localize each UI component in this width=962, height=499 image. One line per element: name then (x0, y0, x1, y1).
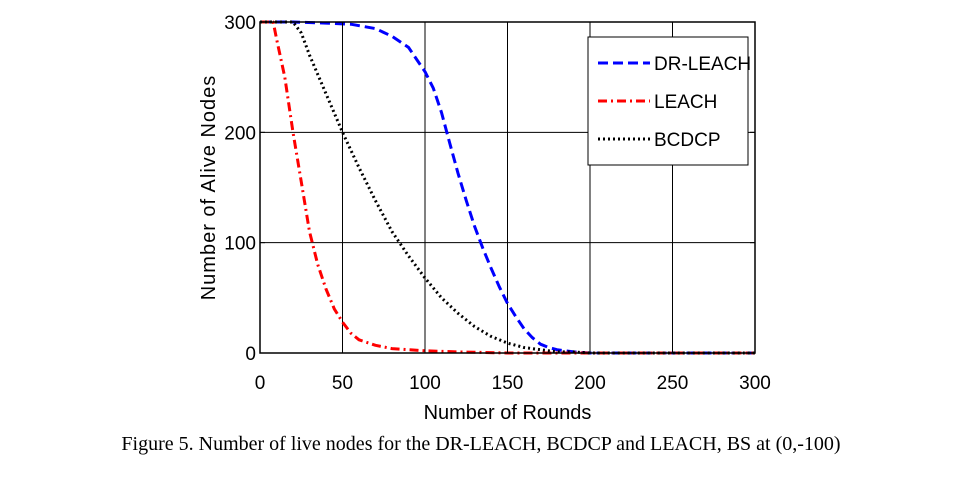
y-tick-label: 300 (224, 13, 256, 34)
x-axis-label: Number of Rounds (424, 402, 592, 424)
series-line-bcdcp (260, 20, 755, 355)
x-tick-label: 150 (492, 373, 524, 394)
x-tick-label: 100 (409, 373, 441, 394)
series-lines (260, 20, 755, 355)
y-tick-label: 100 (224, 234, 256, 255)
x-tick-label: 200 (574, 373, 606, 394)
series-line-dr-leach (260, 20, 755, 355)
legend-label: LEACH (654, 92, 717, 113)
figure-caption: Figure 5. Number of live nodes for the D… (121, 433, 841, 455)
legend-box (587, 36, 749, 166)
legend-label: DR-LEACH (654, 54, 751, 75)
y-tick-label: 0 (245, 344, 256, 365)
legend: DR-LEACH LEACH BCDCP (587, 36, 751, 166)
tick-labels: 0 50 100 150 200 250 300 0 100 200 300 (224, 13, 771, 394)
legend-label: BCDCP (654, 130, 721, 151)
x-tick-label: 0 (255, 373, 266, 394)
x-tick-label: 50 (332, 373, 353, 394)
x-tick-label: 300 (739, 373, 771, 394)
x-tick-label: 250 (657, 373, 689, 394)
axes-frame (259, 21, 756, 354)
y-axis-label: Number of Alive Nodes (198, 75, 220, 301)
y-tick-label: 200 (224, 123, 256, 144)
series-line-leach (260, 20, 755, 355)
